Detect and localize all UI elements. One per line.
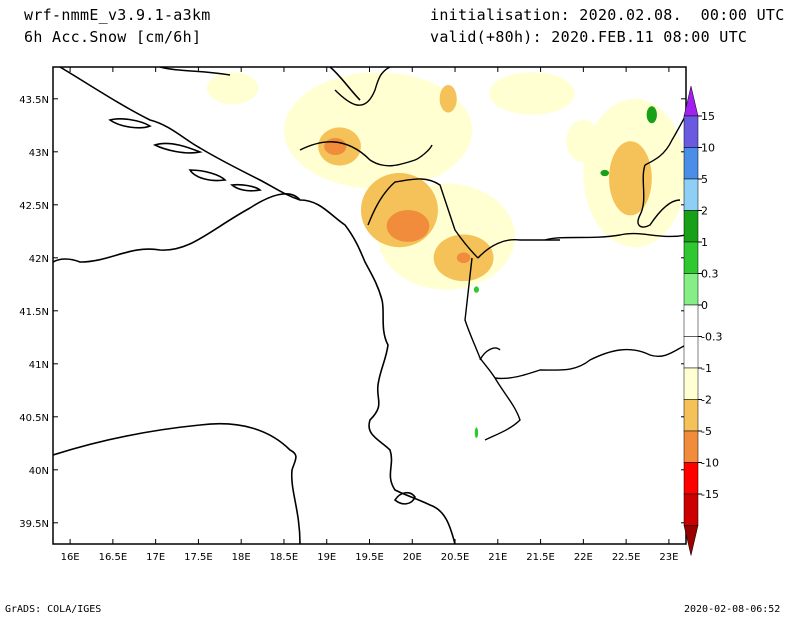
lat-tick-label: 40.5N: [19, 413, 49, 424]
colorbar-label: -0.3: [701, 331, 722, 344]
lon-tick-label: 17E: [146, 552, 165, 563]
island-3: [188, 169, 227, 182]
border-albania-macedonia: [464, 257, 496, 379]
snow-region-14: [600, 169, 610, 177]
colorbar-label: -1: [701, 362, 712, 375]
snow-region-16: [473, 286, 479, 293]
coastline-layer: [53, 67, 456, 544]
snow-region-11: [386, 210, 430, 242]
init-time-label: initialisation: 2020.02.08. 00:00 UTC: [430, 6, 785, 24]
lon-tick-label: 16.5E: [99, 552, 128, 563]
lon-tick-label: 19.5E: [355, 552, 384, 563]
colorbar-segment: [683, 241, 699, 274]
border-macedonia-greece: [494, 344, 686, 380]
snow-region-9: [439, 85, 457, 113]
north-coast-2: [329, 67, 361, 101]
colorbar-label: 10: [701, 142, 715, 155]
snow-region-13: [456, 252, 471, 264]
north-coast-1: [159, 67, 231, 76]
snow-region-12: [324, 138, 347, 155]
lon-tick-label: 22.5E: [612, 552, 641, 563]
footer-right: 2020-02-08-06:52: [684, 604, 781, 615]
model-label: wrf-nmmE_v3.9.1-a3km: [24, 6, 211, 24]
colorbar-label: 5: [701, 173, 708, 186]
lon-tick-label: 18.5E: [270, 552, 299, 563]
lat-tick-label: 43N: [29, 148, 49, 159]
lon-tick-label: 21.5E: [526, 552, 555, 563]
colorbar-segment: [683, 336, 699, 369]
snow-region-3: [489, 72, 575, 115]
border-croatia-bosnia: [334, 67, 391, 106]
border-bosnia-montenegro: [299, 141, 433, 167]
colorbar-segment: [683, 147, 699, 180]
field-label: 6h Acc.Snow [cm/6h]: [24, 28, 202, 46]
border-east: [644, 114, 686, 166]
lat-tick-label: 43.5N: [19, 95, 49, 106]
lon-tick-label: 17.5E: [184, 552, 213, 563]
colorbar-label: -2: [701, 394, 712, 407]
colorbar-label: -10: [701, 457, 719, 470]
snow-region-10: [609, 141, 652, 216]
colorbar-label: 1: [701, 236, 708, 249]
colorbar-segment: [683, 462, 699, 495]
colorbar-label: 2: [701, 205, 708, 218]
lat-tick-label: 41N: [29, 360, 49, 371]
lon-tick-label: 20.5E: [441, 552, 470, 563]
island-2: [152, 142, 203, 154]
lon-tick-label: 20E: [403, 552, 422, 563]
snow-region-5: [566, 120, 601, 163]
border-layer: [299, 67, 686, 441]
kefalonia-coast: [393, 491, 416, 505]
lat-tick-label: 40N: [29, 466, 49, 477]
colorbar-segment: [683, 367, 699, 400]
colorbar-segment: [683, 178, 699, 211]
snow-region-17: [474, 427, 479, 439]
lon-tick-label: 19E: [317, 552, 336, 563]
lon-tick-label: 16E: [61, 552, 80, 563]
colorbar-label: 15: [701, 110, 715, 123]
colorbar-bottom-triangle: [683, 525, 699, 556]
snow-region-0: [206, 72, 259, 105]
italy-coast: [53, 422, 301, 544]
longitude-ticks: 16E 16.5E 17E 17.5E 18E 18.5E 19E 19.5E 20E 20.5E…: [61, 67, 678, 563]
valid-time-label: valid(+80h): 2020.FEB.11 08:00 UTC: [430, 28, 748, 46]
colorbar: 15 10 5 2 1 0.3 0 -0.3 -1 -2 -5 -10 -15: [683, 85, 722, 556]
colorbar-label: 0.3: [701, 268, 719, 281]
colorbar-segment: [683, 273, 699, 306]
colorbar-segment: [683, 115, 699, 148]
lat-tick-label: 42.5N: [19, 201, 49, 212]
istria-croatia-coast: [59, 67, 301, 201]
border-serbia-bulgaria: [637, 164, 681, 228]
colorbar-label: -5: [701, 425, 712, 438]
border-west-small: [479, 347, 501, 361]
lon-tick-label: 18E: [232, 552, 251, 563]
border-bulgaria-south: [544, 232, 686, 241]
footer-left: GrADS: COLA/IGES: [5, 604, 102, 615]
colorbar-segment: [683, 430, 699, 463]
lon-tick-label: 22E: [574, 552, 593, 563]
island-1: [108, 118, 152, 129]
snow-field-layer: [206, 72, 686, 439]
island-4: [230, 183, 262, 192]
lat-tick-label: 41.5N: [19, 307, 49, 318]
lat-tick-label: 39.5N: [19, 519, 49, 530]
colorbar-label: -15: [701, 488, 719, 501]
colorbar-segment: [683, 399, 699, 432]
colorbar-segment: [683, 304, 699, 337]
colorbar-label: 0: [701, 299, 708, 312]
border-albania-greece: [484, 377, 521, 441]
border-montenegro-albania: [367, 178, 479, 259]
lat-tick-label: 42N: [29, 254, 49, 265]
lon-tick-label: 21E: [488, 552, 507, 563]
adriatic-coastline: [53, 193, 456, 544]
lon-tick-label: 23E: [659, 552, 678, 563]
snow-region-15: [646, 106, 657, 124]
colorbar-segment: [683, 210, 699, 243]
colorbar-segment: [683, 493, 699, 526]
